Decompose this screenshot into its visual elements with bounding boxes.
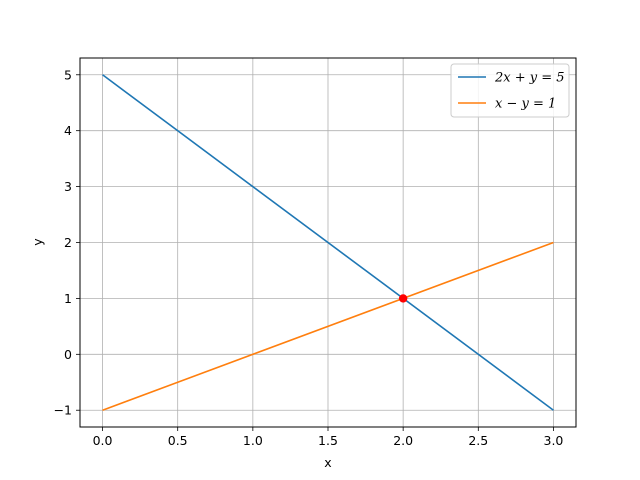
intersection-point-0: [398, 294, 408, 303]
x-tick-label-6: 3.0: [544, 433, 564, 448]
x-tick-label-2: 1.0: [243, 433, 263, 448]
x-tick-label-4: 2.0: [393, 433, 413, 448]
x-axis-label: x: [324, 455, 331, 470]
highlight-points: [398, 294, 408, 303]
legend: 2x + y = 5 x − y = 1: [450, 63, 570, 118]
x-tick-label-1: 0.5: [168, 433, 188, 448]
x-tick-label-0: 0.0: [93, 433, 113, 448]
y-tick-label-3: 2: [64, 235, 72, 250]
y-tick-label-1: 0: [64, 347, 72, 362]
y-tick-label-6: 5: [64, 67, 72, 82]
x-axis-ticks: 0.0 0.5 1.0 1.5 2.0 2.5 3.0: [93, 427, 564, 448]
series-line-0: [102, 74, 554, 411]
x-tick-label-3: 1.5: [318, 433, 338, 448]
series-lines: [102, 74, 554, 411]
y-tick-label-5: 4: [64, 123, 72, 138]
y-axis-label: y: [30, 238, 45, 246]
series-line-1: [102, 241, 554, 411]
y-tick-label-2: 1: [64, 291, 72, 306]
y-tick-label-0: −1: [54, 403, 72, 418]
y-axis-ticks: −1 0 1 2 3 4 5: [54, 67, 80, 418]
x-tick-label-5: 2.5: [468, 433, 488, 448]
legend-label-1: x − y = 1: [495, 97, 556, 112]
legend-label-0: 2x + y = 5: [494, 71, 565, 86]
y-tick-label-4: 3: [64, 179, 72, 194]
